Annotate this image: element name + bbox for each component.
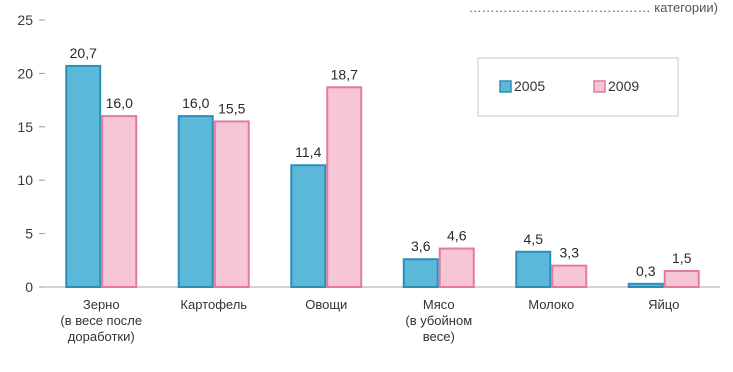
y-tick-label: 20 — [17, 65, 33, 81]
data-label-2009-5: 1,5 — [672, 250, 692, 266]
legend-swatch-2005 — [499, 80, 512, 93]
data-label-2009-0: 16,0 — [106, 95, 133, 111]
y-tick-label: 5 — [25, 226, 33, 242]
category-label: Картофель — [180, 297, 247, 312]
data-label-2005-5: 0,3 — [636, 263, 656, 279]
bar-2009-1 — [213, 120, 250, 288]
bar-2009-3 — [438, 247, 475, 289]
data-label-2009-4: 3,3 — [560, 245, 580, 261]
category-label: (в убойном — [405, 313, 472, 328]
category-label: Молоко — [528, 297, 574, 312]
data-label-2005-3: 3,6 — [411, 238, 431, 254]
bar-2009-0 — [101, 115, 138, 289]
bar-2005-2 — [290, 164, 327, 288]
bar-2005-3 — [402, 258, 439, 288]
legend-swatch-2009 — [593, 80, 606, 93]
data-label-2005-2: 11,4 — [295, 144, 321, 160]
category-label: весе) — [423, 329, 455, 344]
category-label: Мясо — [423, 297, 455, 312]
y-tick-label: 25 — [17, 12, 33, 28]
legend-label-2005: 2005 — [514, 78, 545, 94]
chart-title-fragment: …………………………………… категории) — [469, 0, 718, 15]
bar-2005-0 — [65, 64, 102, 289]
category-label: Зерно — [83, 297, 120, 312]
category-label: доработки) — [68, 329, 135, 344]
bar-2005-1 — [177, 115, 214, 289]
data-label-2009-1: 15,5 — [218, 100, 245, 116]
category-label: (в весе после — [60, 313, 142, 328]
y-tick-label: 15 — [17, 119, 33, 135]
bar-2009-2 — [326, 86, 363, 288]
bar-2009-5 — [663, 269, 700, 289]
bar-2005-5 — [627, 282, 664, 288]
y-tick-label: 0 — [25, 279, 33, 295]
legend-box — [477, 57, 679, 117]
category-label: Яйцо — [648, 297, 679, 312]
data-label-2005-1: 16,0 — [182, 95, 209, 111]
y-tick-label: 10 — [17, 172, 33, 188]
legend-label-2009: 2009 — [608, 78, 639, 94]
bar-2005-4 — [515, 250, 552, 288]
data-label-2005-4: 4,5 — [524, 231, 544, 247]
data-label-2009-3: 4,6 — [447, 228, 467, 244]
data-label-2009-2: 18,7 — [331, 66, 358, 82]
data-label-2005-0: 20,7 — [70, 45, 97, 61]
category-label: Овощи — [305, 297, 347, 312]
bar-2009-4 — [551, 264, 588, 289]
